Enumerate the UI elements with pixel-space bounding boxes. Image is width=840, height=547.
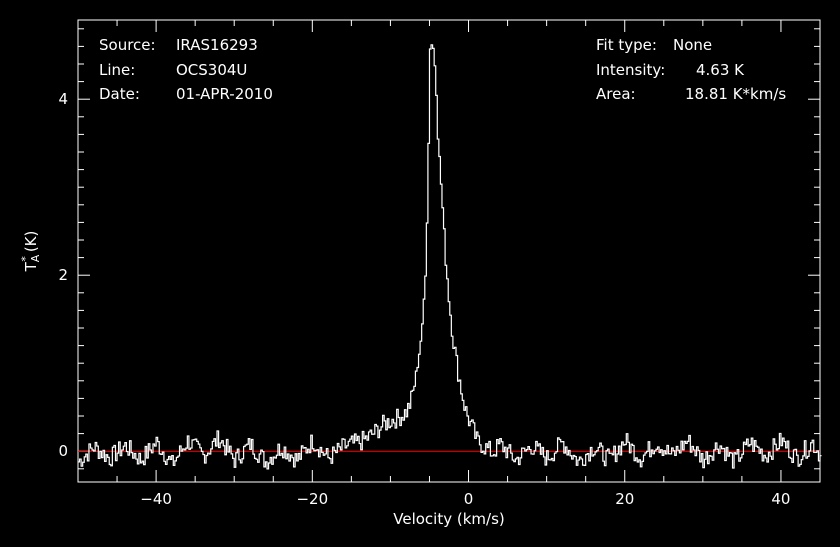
fit-type-label: Fit type: <box>596 36 657 54</box>
x-tick-label: −20 <box>296 490 328 508</box>
y-tick-label: 0 <box>58 442 68 460</box>
line-label: Line: <box>99 61 136 79</box>
svg-text:TA*(K): TA*(K) <box>19 231 42 273</box>
y-tick-label: 2 <box>58 266 68 284</box>
date-value: 01-APR-2010 <box>176 85 273 103</box>
spectrum-line <box>78 44 822 470</box>
x-tick-label: 0 <box>464 490 474 508</box>
intensity-value: 4.63 K <box>696 61 745 79</box>
fit-type-value: None <box>673 36 713 54</box>
plot-frame <box>77 19 821 483</box>
y-axis-label: TA*(K) <box>19 231 42 273</box>
line-value: OCS304U <box>176 61 248 79</box>
source-value: IRAS16293 <box>176 36 258 54</box>
intensity-label: Intensity: <box>596 61 666 79</box>
y-tick-label: 4 <box>58 90 68 108</box>
area-value: 18.81 K*km/s <box>685 85 787 103</box>
source-label: Source: <box>99 36 156 54</box>
x-axis-label: Velocity (km/s) <box>393 510 504 528</box>
area-label: Area: <box>596 85 636 103</box>
x-axis-ticks: −40 −20 0 20 40 <box>77 20 821 508</box>
x-tick-label: 20 <box>615 490 634 508</box>
x-tick-label: −40 <box>140 490 172 508</box>
x-tick-label: 40 <box>771 490 790 508</box>
date-label: Date: <box>99 85 140 103</box>
